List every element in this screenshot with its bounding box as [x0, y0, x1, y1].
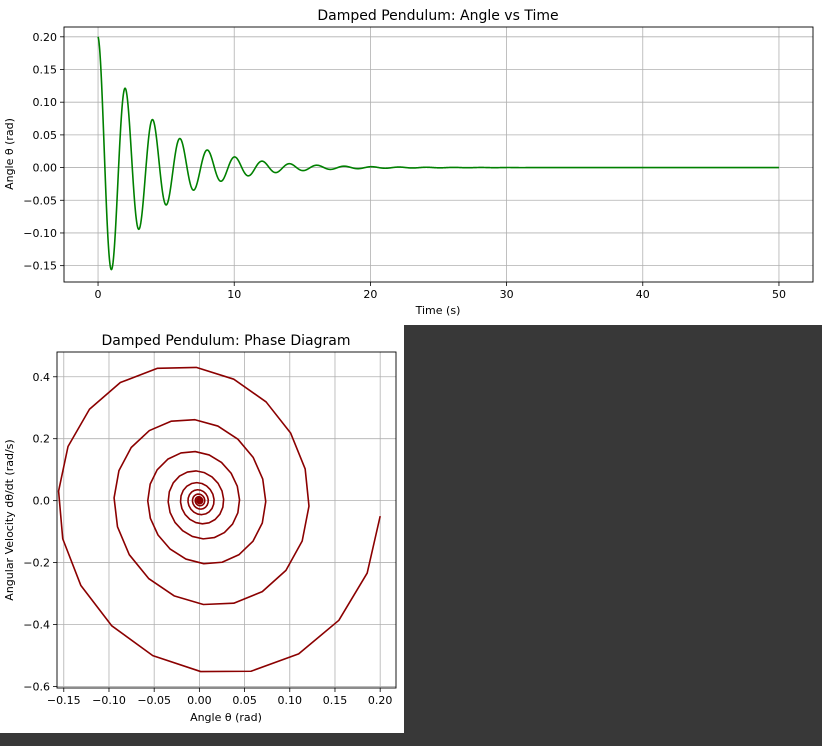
y-axis-label: Angular Velocity dθ/dt (rad/s) — [3, 439, 16, 600]
x-tick-label: 20 — [363, 288, 377, 301]
angle-time-panel: Damped Pendulum: Angle vs Time Angle θ (… — [0, 0, 822, 325]
x-tick-label: −0.15 — [47, 694, 81, 707]
y-tick-label: 0.0 — [33, 495, 51, 508]
x-tick-label: 0.10 — [278, 694, 303, 707]
x-axis-label: Time (s) — [415, 304, 461, 317]
x-tick-label: 0.15 — [323, 694, 348, 707]
phase-series-line — [57, 366, 381, 673]
x-tick-label: −0.10 — [92, 694, 126, 707]
x-tick-label: −0.05 — [137, 694, 171, 707]
y-tick-label: −0.2 — [23, 557, 50, 570]
plot-frame — [56, 351, 397, 689]
phase-diagram-chart: Damped Pendulum: Phase Diagram Angular V… — [3, 333, 397, 724]
y-tick-label: 0.15 — [33, 64, 58, 77]
x-tick-label: 10 — [227, 288, 241, 301]
x-tick-label: 50 — [772, 288, 786, 301]
x-tick-label: 0.20 — [368, 694, 393, 707]
chart-title: Damped Pendulum: Phase Diagram — [102, 333, 351, 349]
y-tick-label: −0.15 — [23, 260, 57, 273]
y-tick-label: −0.05 — [23, 194, 57, 207]
y-tick-label: 0.4 — [33, 371, 51, 384]
y-tick-label: 0.10 — [33, 96, 58, 109]
y-tick-label: 0.00 — [33, 162, 58, 175]
x-tick-label: 0.00 — [187, 694, 212, 707]
y-tick-label: 0.20 — [33, 31, 58, 44]
chart-title: Damped Pendulum: Angle vs Time — [317, 8, 558, 24]
angle-time-chart: Damped Pendulum: Angle vs Time Angle θ (… — [3, 8, 814, 317]
x-tick-label: 40 — [636, 288, 650, 301]
grid — [64, 27, 813, 282]
plot-frame — [63, 26, 814, 283]
grid — [57, 352, 396, 688]
y-tick-label: −0.4 — [23, 619, 50, 632]
angle-series-line — [97, 36, 780, 271]
y-tick-label: −0.6 — [23, 680, 50, 693]
y-tick-label: −0.10 — [23, 227, 57, 240]
x-tick-label: 0.05 — [232, 694, 257, 707]
phase-diagram-panel: Damped Pendulum: Phase Diagram Angular V… — [0, 325, 404, 733]
x-tick-label: 0 — [95, 288, 102, 301]
x-tick-label: 30 — [500, 288, 514, 301]
y-tick-label: 0.05 — [33, 129, 58, 142]
y-tick-label: 0.2 — [33, 433, 51, 446]
x-axis-label: Angle θ (rad) — [190, 711, 262, 724]
y-axis-label: Angle θ (rad) — [3, 118, 16, 190]
